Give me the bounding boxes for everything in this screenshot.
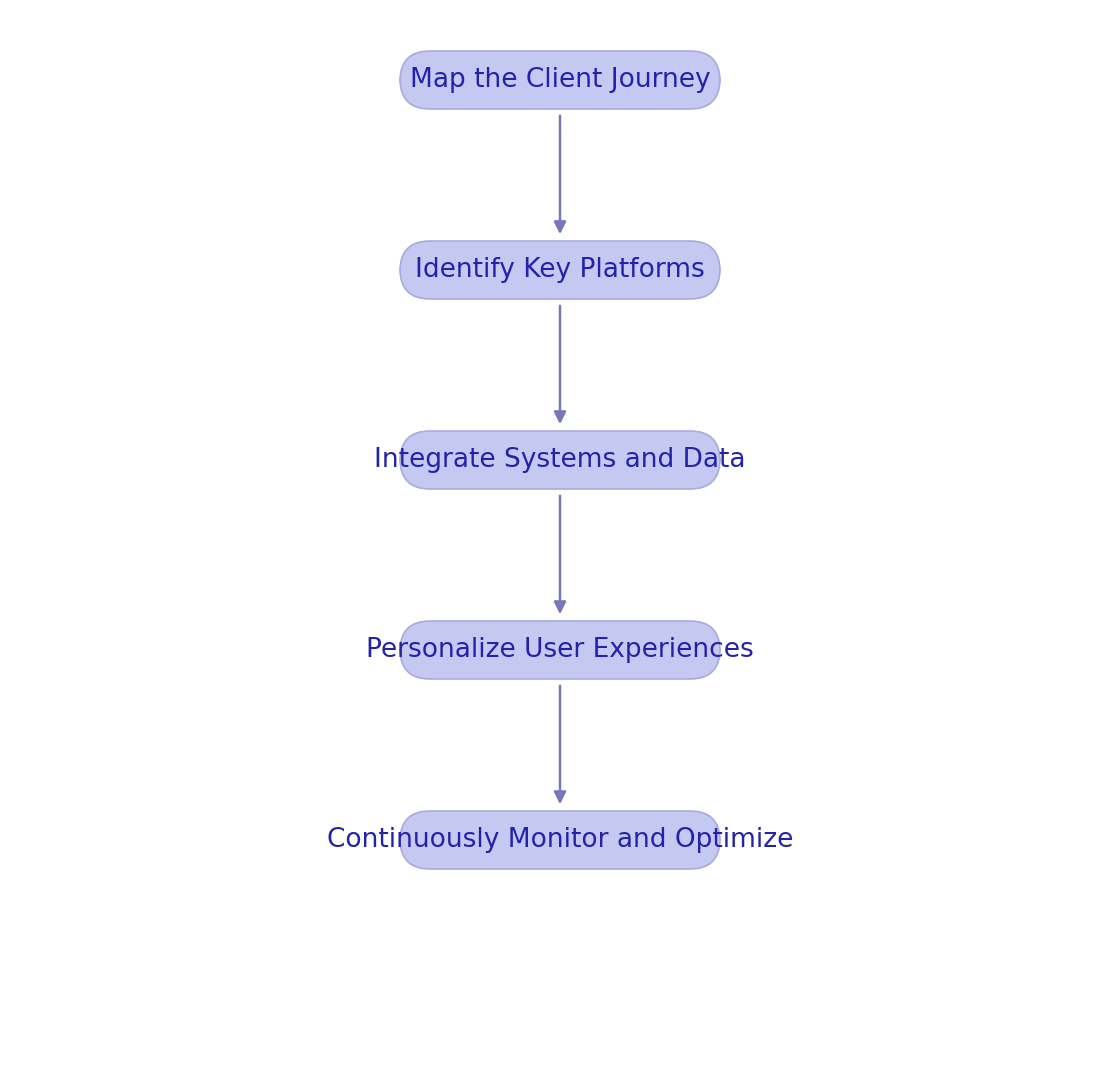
FancyBboxPatch shape — [400, 621, 720, 679]
Text: Map the Client Journey: Map the Client Journey — [410, 67, 710, 93]
FancyBboxPatch shape — [400, 242, 720, 299]
Text: Identify Key Platforms: Identify Key Platforms — [416, 257, 704, 283]
Text: Personalize User Experiences: Personalize User Experiences — [366, 637, 754, 663]
Text: Continuously Monitor and Optimize: Continuously Monitor and Optimize — [327, 827, 793, 853]
FancyBboxPatch shape — [400, 811, 720, 869]
Text: Integrate Systems and Data: Integrate Systems and Data — [374, 447, 746, 473]
FancyBboxPatch shape — [400, 431, 720, 490]
FancyBboxPatch shape — [400, 51, 720, 109]
